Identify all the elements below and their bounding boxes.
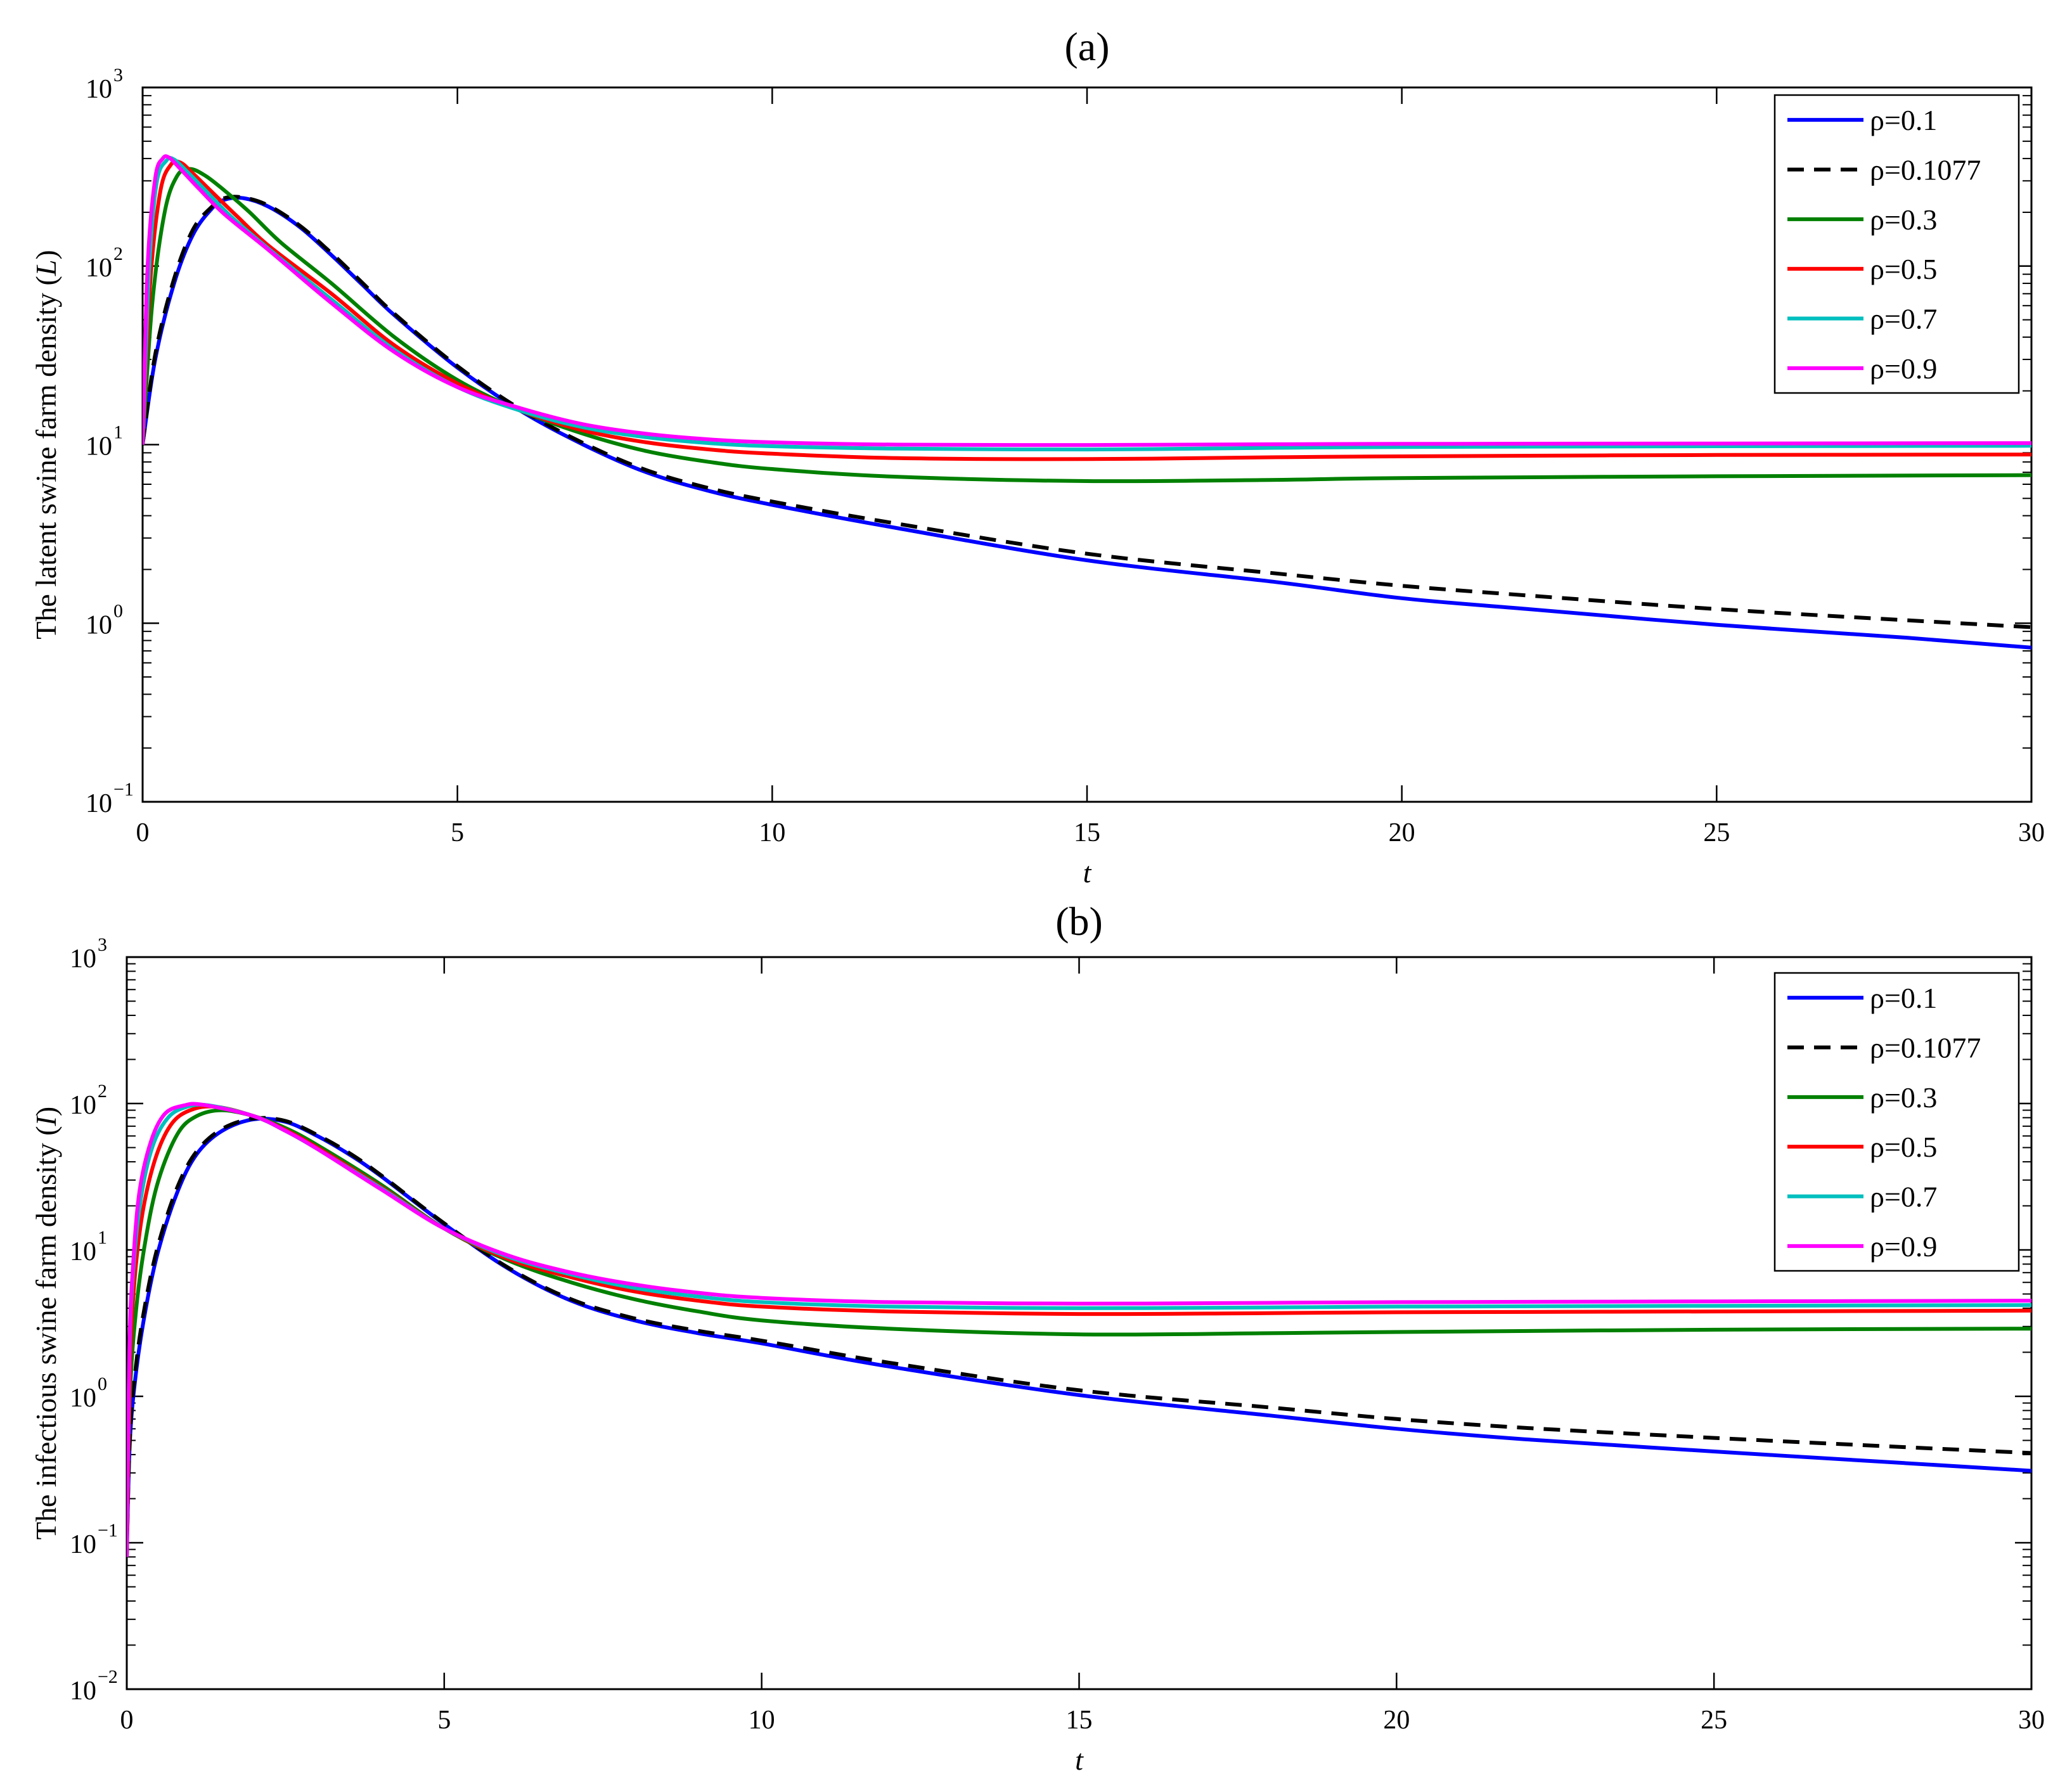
x-tick-label: 30 bbox=[2018, 1706, 2045, 1735]
y-tick-exponent: 1 bbox=[113, 422, 123, 443]
legend-label: ρ=0.3 bbox=[1870, 1081, 1937, 1114]
legend-label: ρ=0.9 bbox=[1870, 1230, 1937, 1263]
legend-label: ρ=0.1 bbox=[1870, 982, 1937, 1014]
y-tick-label: 10 bbox=[86, 432, 112, 461]
legend-label: ρ=0.9 bbox=[1870, 352, 1937, 385]
legend-label: ρ=0.3 bbox=[1870, 203, 1937, 236]
y-tick-exponent: −2 bbox=[98, 1666, 118, 1687]
chart-title: (a) bbox=[1064, 24, 1109, 69]
series-line-5 bbox=[143, 154, 2031, 447]
y-tick-label: 10 bbox=[70, 1530, 96, 1559]
x-tick-label: 15 bbox=[1066, 1706, 1093, 1735]
x-tick-label: 10 bbox=[759, 818, 785, 847]
x-tick-label: 0 bbox=[120, 1706, 134, 1735]
legend: ρ=0.1 ρ=0.1077 ρ=0.3 ρ=0.5 ρ=0.7 ρ=0.9 bbox=[1773, 94, 2020, 394]
x-tick-label: 25 bbox=[1703, 818, 1730, 847]
y-tick-exponent: −1 bbox=[113, 779, 134, 800]
y-tick-label: 10 bbox=[70, 944, 96, 974]
x-tick-label: 20 bbox=[1389, 818, 1415, 847]
legend-label: ρ=0.1 bbox=[1870, 104, 1937, 136]
plot-area bbox=[125, 956, 2033, 1690]
y-tick-label: 10 bbox=[70, 1384, 96, 1413]
y-axis-label-prefix: The latent swine farm density ( bbox=[30, 276, 62, 640]
x-tick-label: 0 bbox=[136, 818, 150, 847]
y-axis-label-var: I bbox=[30, 1114, 62, 1126]
y-axis-label-suffix: ) bbox=[30, 1107, 62, 1116]
x-tick-label: 20 bbox=[1383, 1706, 1410, 1735]
chart-title: (b) bbox=[1055, 899, 1103, 944]
x-axis-label: t bbox=[1083, 856, 1092, 889]
x-axis-label: t bbox=[1075, 1744, 1084, 1776]
y-tick-exponent: −1 bbox=[98, 1520, 118, 1541]
x-tick-label: 5 bbox=[451, 818, 464, 847]
series-line-0 bbox=[143, 195, 2031, 650]
y-tick-label: 10 bbox=[86, 610, 112, 640]
y-tick-label: 10 bbox=[86, 75, 112, 104]
series-lines bbox=[143, 154, 2031, 650]
y-tick-exponent: 3 bbox=[98, 934, 107, 955]
x-tick-label: 30 bbox=[2018, 818, 2045, 847]
y-tick-exponent: 0 bbox=[98, 1374, 107, 1394]
panel-b: 10 −210 −110 010 110 210 30 5 10 15 20 25 30(b)tThe … bbox=[30, 899, 2045, 1776]
legend-label: ρ=0.5 bbox=[1870, 253, 1937, 285]
y-tick-label: 10 bbox=[70, 1676, 96, 1706]
x-tick-label: 15 bbox=[1074, 818, 1100, 847]
series-lines bbox=[127, 1102, 2031, 1557]
y-tick-label: 10 bbox=[86, 254, 112, 283]
series-line-1 bbox=[127, 1116, 2031, 1557]
legend-label: ρ=0.7 bbox=[1870, 303, 1937, 335]
y-axis-label: The latent swine farm density (L) bbox=[30, 250, 62, 639]
x-tick-label: 25 bbox=[1701, 1706, 1727, 1735]
y-axis-label: The infectious swine farm density (I) bbox=[30, 1107, 62, 1540]
y-axis-label-var: L bbox=[30, 260, 62, 277]
legend-box bbox=[1773, 972, 2020, 1272]
y-axis-label-suffix: ) bbox=[30, 250, 62, 259]
legend: ρ=0.1 ρ=0.1077 ρ=0.3 ρ=0.5 ρ=0.7 ρ=0.9 bbox=[1773, 972, 2020, 1272]
legend-label: ρ=0.1077 bbox=[1870, 154, 1981, 186]
legend-label: ρ=0.7 bbox=[1870, 1181, 1937, 1213]
y-tick-label: 10 bbox=[70, 1237, 96, 1266]
y-axis-label-prefix: The infectious swine farm density ( bbox=[30, 1126, 62, 1540]
legend-label: ρ=0.1077 bbox=[1870, 1032, 1981, 1064]
legend-label: ρ=0.5 bbox=[1870, 1131, 1937, 1163]
legend-box bbox=[1773, 94, 2020, 394]
series-line-1 bbox=[143, 195, 2031, 629]
y-tick-exponent: 0 bbox=[113, 600, 123, 621]
y-tick-exponent: 1 bbox=[98, 1227, 107, 1248]
y-tick-exponent: 2 bbox=[98, 1081, 107, 1102]
y-tick-exponent: 3 bbox=[113, 65, 123, 86]
series-line-5 bbox=[127, 1102, 2031, 1557]
y-tick-exponent: 2 bbox=[113, 243, 123, 264]
series-line-2 bbox=[127, 1108, 2031, 1557]
series-line-3 bbox=[127, 1104, 2031, 1557]
x-tick-label: 10 bbox=[749, 1706, 775, 1735]
y-tick-label: 10 bbox=[70, 1091, 96, 1120]
y-tick-label: 10 bbox=[86, 789, 112, 818]
x-tick-label: 5 bbox=[437, 1706, 451, 1735]
